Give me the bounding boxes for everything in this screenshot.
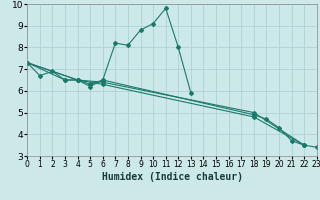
X-axis label: Humidex (Indice chaleur): Humidex (Indice chaleur) bbox=[101, 172, 243, 182]
